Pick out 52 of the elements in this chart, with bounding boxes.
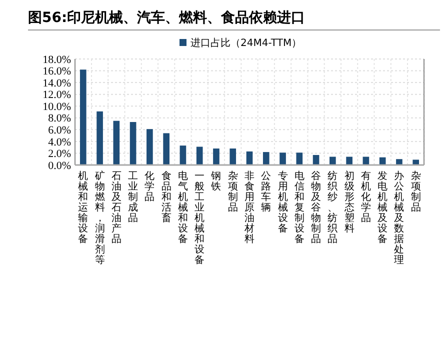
bar	[113, 120, 120, 165]
x-tick-label: 电气机械和设备	[178, 170, 188, 245]
x-tick-label: 工业制成品	[128, 171, 138, 224]
y-tick-label: 4.0%	[48, 136, 71, 148]
bar	[262, 152, 270, 165]
bar	[396, 159, 402, 165]
bar	[130, 122, 136, 165]
bar	[213, 148, 220, 165]
y-tick-label: 16.0%	[42, 66, 71, 78]
bar	[180, 146, 186, 165]
x-tick-label: 谷物及谷物制品	[311, 170, 322, 245]
bar	[80, 70, 86, 165]
y-tick-label: 18.0%	[42, 54, 71, 66]
bar	[312, 154, 320, 165]
x-tick-label: 石油及石油产品	[111, 171, 122, 245]
x-tick-label: 初级形态塑料	[343, 170, 354, 234]
bar	[196, 146, 203, 165]
bar	[146, 129, 153, 165]
bar	[230, 148, 236, 165]
category-label: 办公机械及数据处理	[394, 171, 404, 266]
y-tick-label: 12.0%	[42, 89, 71, 102]
y-tick-label: 14.0%	[42, 77, 71, 90]
x-tick-label: 杂项制品	[410, 170, 421, 214]
x-tick-label: 纺织纱、纺织品	[328, 170, 338, 245]
y-tick-label: 0.0%	[48, 160, 71, 172]
x-tick-label: 非食用原油材料	[244, 170, 254, 245]
bar	[280, 152, 286, 165]
y-tick-label: 6.0%	[48, 124, 71, 137]
category-label: 一般工业机械和设备	[194, 171, 205, 266]
x-tick-label: 食品和活畜	[161, 170, 172, 224]
x-tick-label: 化学品	[144, 170, 155, 203]
y-tick-label: 2.0%	[48, 148, 71, 160]
category-label: 矿物燃料，润滑剂等	[94, 171, 105, 266]
chart-title: 图56:印尼机械、汽车、燃料、食品依赖进口	[28, 9, 306, 26]
bar	[412, 160, 420, 165]
x-tick-label: 杂项制品	[228, 170, 238, 214]
bar	[246, 151, 253, 165]
x-tick-label: 机械和运输设备	[78, 170, 88, 245]
y-tick-label: 8.0%	[48, 112, 71, 125]
y-tick-label: 10.0%	[42, 100, 71, 113]
bar	[163, 133, 170, 165]
legend-label: 进口占比（24M4-TTM）	[190, 37, 302, 49]
x-tick-label: 钢铁	[210, 171, 222, 192]
x-tick-label: 公路车辆	[261, 170, 272, 214]
x-tick-label: 有机化学品	[360, 170, 371, 224]
bar	[296, 152, 303, 165]
x-tick-label: 专用机械设备	[278, 170, 288, 234]
bar	[96, 111, 103, 165]
x-tick-label: 发电机械及设备	[378, 171, 388, 245]
x-tick-label: 电信和复制设备	[294, 170, 304, 245]
bar	[346, 156, 352, 165]
bar	[330, 156, 336, 165]
